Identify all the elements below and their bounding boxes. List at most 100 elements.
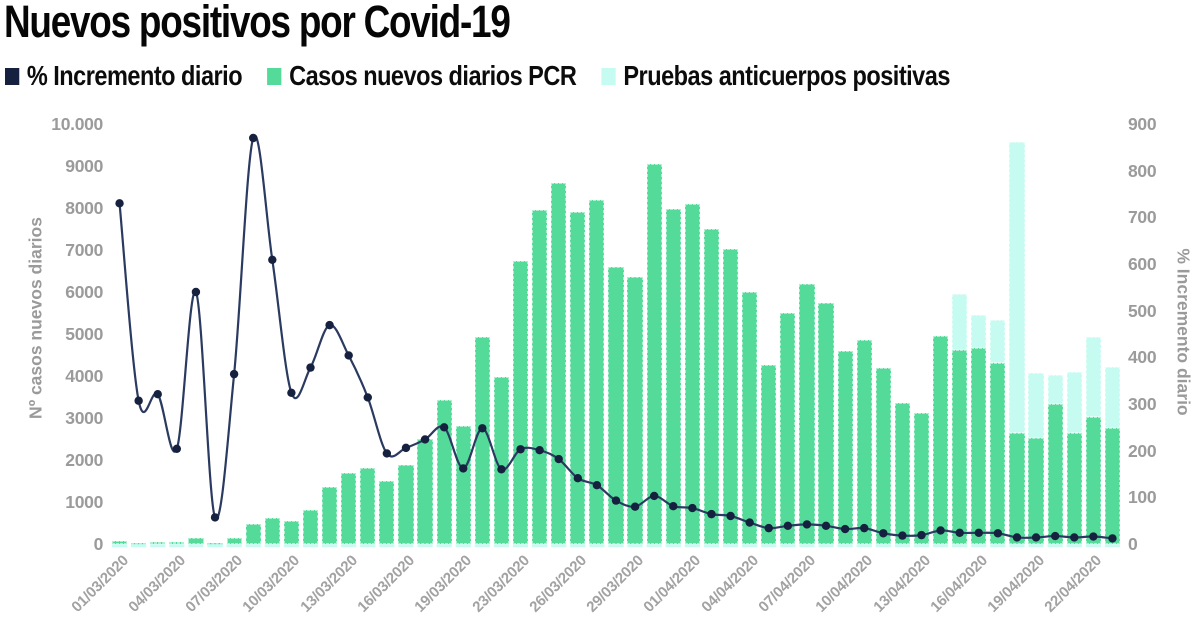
line-point — [210, 513, 220, 522]
legend-swatch-icon — [601, 67, 616, 85]
legend-item: Pruebas anticuerpos positivas — [601, 60, 950, 92]
line-point — [268, 255, 277, 264]
bar-antibody — [1085, 337, 1101, 417]
bar-pcr — [1066, 433, 1082, 544]
line-point — [840, 524, 850, 534]
bar-pcr — [952, 349, 968, 544]
bar-pcr — [264, 517, 280, 544]
line-point — [1108, 534, 1117, 543]
bar-pcr — [722, 248, 739, 544]
right-axis-tick-label: 200 — [1128, 440, 1157, 461]
bar-pcr — [703, 229, 720, 544]
bar-pcr — [321, 487, 338, 544]
line-point — [821, 521, 831, 530]
left-axis-tick-label: 8000 — [65, 198, 103, 218]
bar-antibody — [1028, 373, 1044, 438]
bar-antibody — [1104, 367, 1121, 429]
legend-label: Casos nuevos diarios PCR — [289, 60, 577, 91]
bar-pcr — [207, 542, 223, 545]
line-point — [898, 531, 907, 540]
bar-pcr — [913, 413, 930, 544]
plot-area — [110, 124, 1122, 548]
legend-swatch-icon — [5, 67, 20, 85]
bar-pcr — [665, 209, 681, 544]
bar-pcr — [799, 283, 815, 544]
legend-item: Casos nuevos diarios PCR — [267, 60, 577, 92]
line-point — [535, 446, 544, 455]
bar-pcr — [971, 348, 987, 544]
line-point — [1089, 532, 1098, 541]
bar-pcr — [493, 377, 510, 544]
bar-pcr — [131, 542, 147, 545]
bar-pcr — [455, 425, 471, 544]
line-point — [497, 465, 506, 474]
legend-label: % Incremento diario — [26, 60, 243, 91]
line-point — [325, 320, 334, 330]
line-point — [707, 509, 716, 519]
bar-pcr — [283, 520, 299, 544]
line-point — [726, 511, 735, 521]
bar-pcr — [360, 468, 376, 544]
line-point — [287, 388, 296, 397]
bar-antibody — [990, 319, 1006, 364]
bar-pcr — [761, 365, 777, 544]
line-point — [363, 393, 372, 402]
bar-pcr — [512, 260, 529, 544]
bar-antibody — [1009, 142, 1025, 433]
line-point — [516, 445, 525, 454]
line-point — [191, 287, 201, 297]
bar-antibody — [952, 294, 968, 350]
legend-label: Pruebas anticuerpos positivas — [623, 60, 950, 91]
bar-pcr — [780, 313, 796, 544]
left-axis-tick-label: 0 — [93, 534, 104, 554]
line-point — [955, 528, 964, 537]
right-axis-tick-label: 0 — [1128, 534, 1138, 554]
left-axis-tick-label: 1000 — [65, 492, 103, 512]
line-point — [783, 521, 793, 530]
line-point — [115, 199, 124, 208]
line-point — [1031, 533, 1041, 542]
legend-swatch-icon — [267, 67, 282, 85]
line-point — [153, 390, 162, 399]
bar-pcr — [150, 541, 166, 544]
line-point — [229, 369, 239, 379]
line-point — [917, 530, 926, 540]
bar-pcr — [608, 266, 624, 544]
line-point — [573, 474, 583, 483]
line-point — [993, 529, 1003, 538]
bar-pcr — [1047, 404, 1063, 544]
bar-pcr — [1085, 416, 1101, 544]
right-axis-tick-label: 800 — [1128, 160, 1157, 181]
pct-increase-line — [118, 134, 1113, 540]
line-point — [1070, 533, 1079, 542]
bar-pcr — [742, 292, 758, 544]
bar-pcr — [990, 363, 1006, 544]
legend: % Incremento diario Casos nuevos diarios … — [5, 60, 950, 92]
bar-pcr — [894, 403, 910, 544]
left-axis-tick-label: 10.000 — [51, 114, 103, 134]
line-point — [459, 464, 468, 473]
bar-pcr — [1028, 437, 1044, 544]
bar-pcr — [627, 277, 643, 544]
bar-pcr — [875, 367, 891, 544]
left-axis-tick-label: 5000 — [65, 324, 103, 344]
bar-pcr — [856, 340, 872, 544]
line-layer — [110, 133, 1122, 548]
line-point — [860, 523, 869, 533]
left-axis-tick-label: 7000 — [65, 240, 103, 260]
line-point — [249, 133, 258, 143]
bar-pcr — [111, 541, 128, 544]
line-point — [936, 526, 945, 535]
line-point — [802, 520, 812, 529]
bar-pcr — [398, 465, 414, 544]
bar-pcr — [684, 203, 700, 544]
right-axis-tick-label: 700 — [1128, 207, 1157, 228]
bar-pcr — [532, 210, 548, 544]
bar-pcr — [1104, 428, 1121, 544]
left-axis-tick-label: 3000 — [65, 408, 103, 428]
line-point — [478, 424, 487, 433]
line-point — [344, 351, 353, 360]
line-point — [649, 491, 659, 501]
line-point — [764, 523, 773, 533]
